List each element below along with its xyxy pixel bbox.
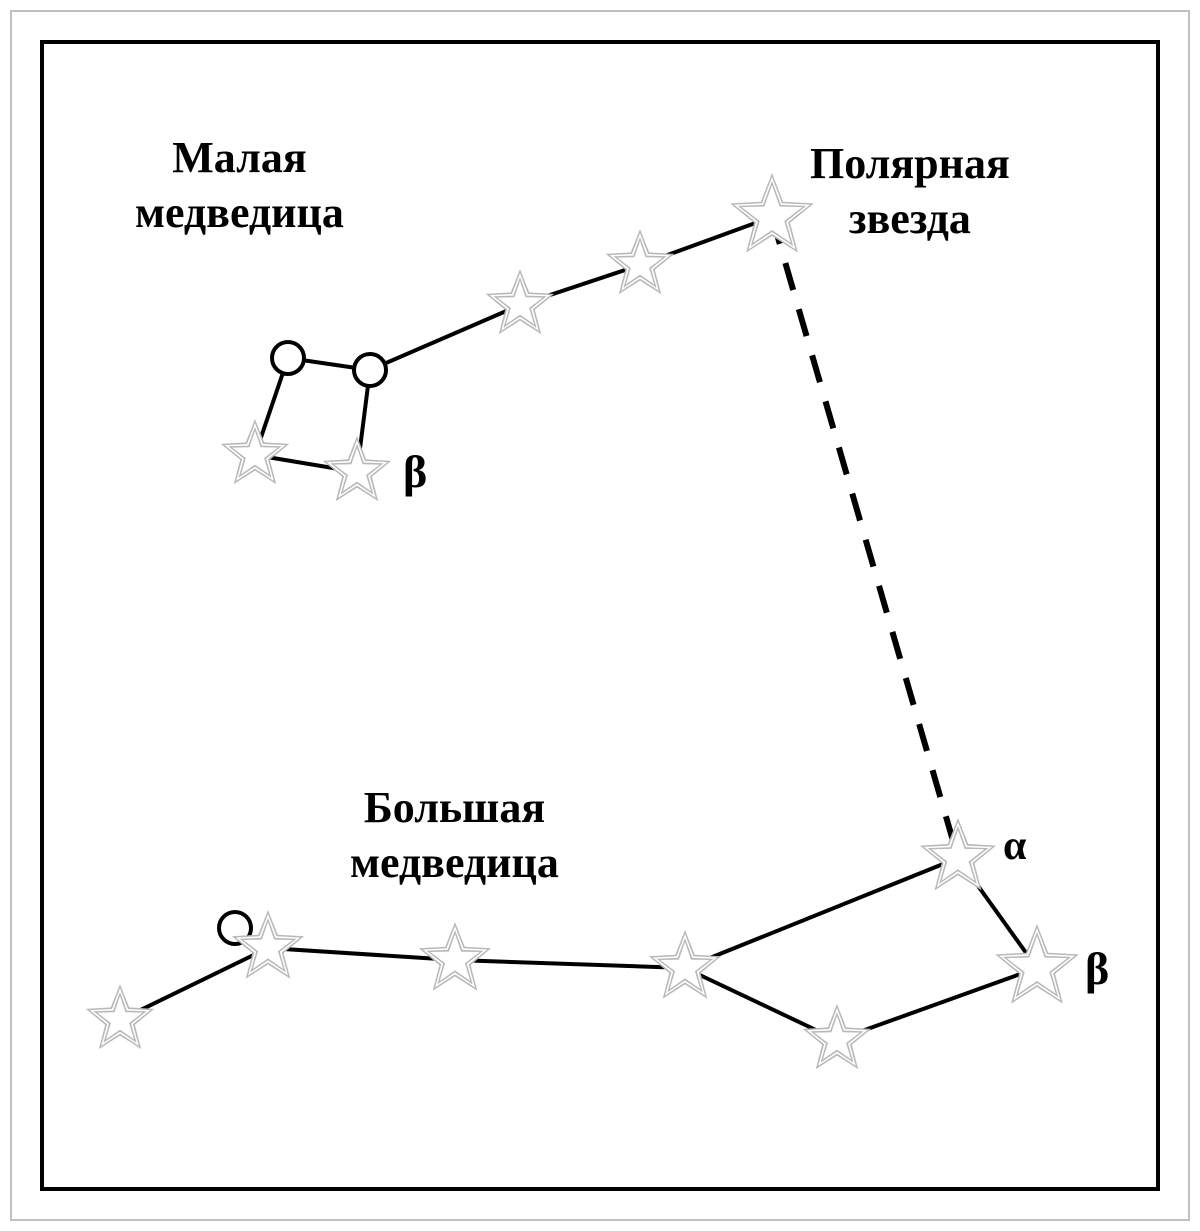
label-ursa-minor: Малая медведица: [135, 130, 344, 240]
label-polaris: Полярная звезда: [810, 136, 1010, 246]
label-alpha-major: α: [1003, 822, 1026, 870]
label-beta-major: β: [1085, 942, 1109, 995]
label-ursa-major: Большая медведица: [350, 780, 559, 890]
label-beta-minor: β: [403, 445, 427, 498]
